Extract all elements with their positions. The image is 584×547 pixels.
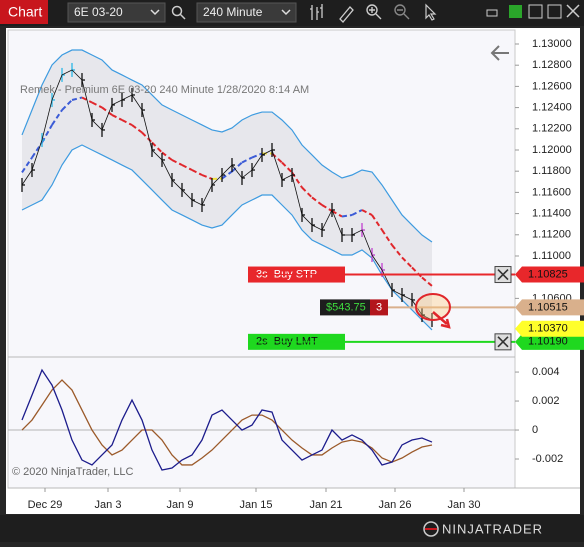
y-tick-label: 1.12400: [532, 101, 572, 113]
x-tick-label: Jan 3: [95, 499, 122, 511]
axis-price-label: 1.10825: [528, 268, 568, 280]
pnl-label[interactable]: $543.75: [326, 301, 366, 313]
y-tick-label: 0.004: [532, 366, 560, 378]
y-tick-label: 1.12800: [532, 59, 572, 71]
instrument-label[interactable]: 6E 03-20: [74, 5, 123, 19]
y-tick-label: 0: [532, 424, 538, 436]
x-tick-label: Jan 21: [309, 499, 342, 511]
chart-tab-label[interactable]: Chart: [8, 4, 42, 20]
x-tick-label: Jan 15: [239, 499, 272, 511]
x-tick-label: Jan 9: [167, 499, 194, 511]
brand-name: NINJATRADER: [442, 521, 543, 536]
last-price-label: 1.10370: [528, 323, 568, 335]
y-tick-label: 1.11000: [532, 250, 571, 262]
axis-price-label: 1.10515: [528, 301, 568, 313]
y-tick-label: 1.13000: [532, 38, 572, 50]
indicator-caption: Remek - Premium 6E 03-20 240 Minute 1/28…: [20, 84, 309, 96]
signal-circle: [416, 294, 450, 320]
y-tick-label: 0.002: [532, 395, 560, 407]
axis-price-label: 1.10190: [528, 336, 568, 348]
x-tick-label: Jan 26: [378, 499, 411, 511]
y-tick-label: 1.12600: [532, 80, 572, 92]
window-icon[interactable]: [509, 5, 522, 18]
y-tick-label: 1.11600: [532, 186, 571, 198]
x-tick-label: Dec 29: [28, 499, 63, 511]
y-tick-label: 1.12200: [532, 123, 572, 135]
y-tick-label: -0.002: [532, 453, 563, 465]
y-tick-label: 1.12000: [532, 144, 572, 156]
interval-label[interactable]: 240 Minute: [203, 5, 263, 19]
quantity-label[interactable]: 3: [376, 301, 382, 313]
y-tick-label: 1.11800: [532, 165, 571, 177]
y-tick-label: 1.11200: [532, 229, 571, 241]
x-tick-label: Jan 30: [447, 499, 480, 511]
y-tick-label: 1.11400: [532, 207, 571, 219]
copyright: © 2020 NinjaTrader, LLC: [12, 466, 133, 478]
